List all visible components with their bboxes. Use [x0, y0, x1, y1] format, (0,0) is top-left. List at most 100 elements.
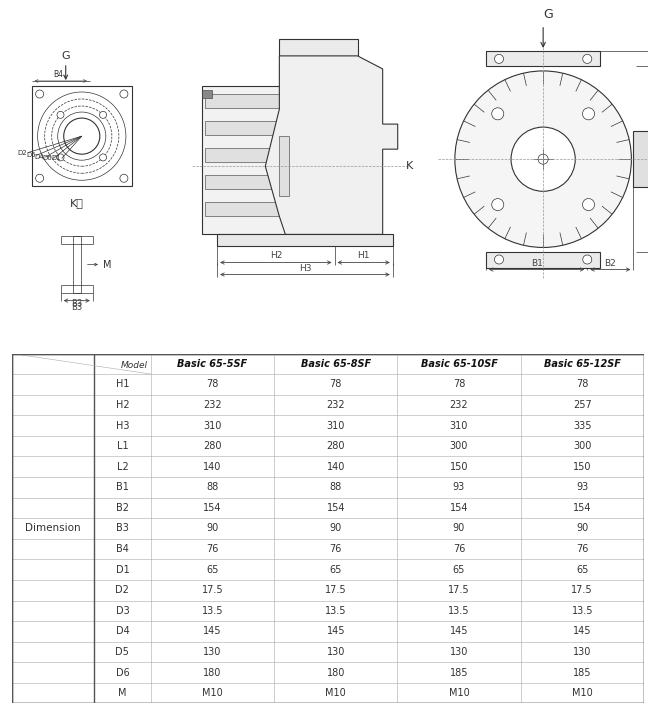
- Text: 130: 130: [573, 647, 591, 657]
- Text: 76: 76: [329, 544, 342, 554]
- Circle shape: [495, 54, 504, 64]
- Circle shape: [511, 127, 575, 192]
- Text: 154: 154: [326, 503, 345, 513]
- Text: 13.5: 13.5: [325, 606, 346, 616]
- Text: Basic 65-8SF: Basic 65-8SF: [301, 358, 371, 369]
- Text: 65: 65: [329, 565, 342, 575]
- Text: 90: 90: [576, 523, 588, 534]
- Text: 78: 78: [206, 380, 219, 390]
- Text: 17.5: 17.5: [202, 585, 223, 595]
- Text: 154: 154: [450, 503, 468, 513]
- Text: L2: L2: [117, 462, 128, 472]
- Text: H1: H1: [116, 380, 129, 390]
- Circle shape: [455, 71, 631, 247]
- Text: H2: H2: [115, 400, 129, 410]
- Text: 78: 78: [576, 380, 588, 390]
- Text: H3: H3: [299, 264, 311, 272]
- Bar: [205, 202, 282, 216]
- Text: K: K: [405, 161, 413, 171]
- Text: B3: B3: [71, 303, 83, 312]
- Text: 130: 130: [450, 647, 468, 657]
- Text: 280: 280: [326, 441, 345, 451]
- Text: 257: 257: [573, 400, 591, 410]
- Circle shape: [120, 174, 128, 182]
- Bar: [633, 131, 655, 187]
- Text: Dimension: Dimension: [25, 523, 81, 534]
- Bar: [202, 86, 286, 235]
- Text: H3: H3: [116, 421, 129, 431]
- Text: 76: 76: [453, 544, 465, 554]
- Text: B3: B3: [71, 298, 83, 308]
- Circle shape: [57, 154, 64, 161]
- Text: 78: 78: [453, 380, 465, 390]
- Text: 17.5: 17.5: [325, 585, 346, 595]
- Text: Basic 65-10SF: Basic 65-10SF: [421, 358, 497, 369]
- Circle shape: [100, 111, 107, 118]
- Polygon shape: [265, 56, 398, 235]
- Text: 130: 130: [203, 647, 221, 657]
- Text: 145: 145: [203, 626, 222, 636]
- Text: 76: 76: [576, 544, 588, 554]
- Text: 310: 310: [327, 421, 345, 431]
- Text: H2: H2: [270, 252, 282, 260]
- Text: 335: 335: [573, 421, 591, 431]
- Circle shape: [495, 255, 504, 264]
- Text: Model: Model: [121, 361, 147, 370]
- Text: 140: 140: [203, 462, 221, 472]
- Text: 310: 310: [450, 421, 468, 431]
- Text: B1: B1: [116, 482, 129, 492]
- Circle shape: [582, 199, 595, 211]
- Text: 17.5: 17.5: [571, 585, 593, 595]
- Text: 88: 88: [329, 482, 342, 492]
- Text: 76: 76: [206, 544, 219, 554]
- Bar: [652, 141, 655, 149]
- Text: B1: B1: [531, 259, 542, 267]
- Bar: [202, 90, 212, 98]
- Text: 185: 185: [573, 667, 591, 677]
- Text: 13.5: 13.5: [202, 606, 223, 616]
- Text: D2: D2: [115, 585, 129, 595]
- Text: D6: D6: [115, 667, 129, 677]
- Circle shape: [100, 154, 107, 161]
- Bar: [486, 51, 601, 66]
- Circle shape: [57, 111, 64, 118]
- Text: D3: D3: [115, 606, 129, 616]
- Bar: [205, 148, 282, 162]
- Text: 232: 232: [450, 400, 468, 410]
- Text: D4: D4: [115, 626, 129, 636]
- Text: 17.5: 17.5: [448, 585, 470, 595]
- Text: 65: 65: [576, 565, 588, 575]
- Circle shape: [120, 90, 128, 98]
- Text: 93: 93: [576, 482, 588, 492]
- Bar: [205, 121, 282, 135]
- Text: 13.5: 13.5: [448, 606, 470, 616]
- Text: L1: L1: [117, 441, 128, 451]
- Text: D5: D5: [26, 152, 35, 158]
- Text: 180: 180: [203, 667, 221, 677]
- Bar: [280, 39, 358, 56]
- Text: 88: 88: [206, 482, 219, 492]
- Circle shape: [35, 174, 44, 182]
- Text: 232: 232: [203, 400, 222, 410]
- Bar: [217, 235, 393, 247]
- Text: M10: M10: [202, 688, 223, 699]
- Text: D2: D2: [18, 150, 27, 156]
- Text: D5: D5: [115, 647, 129, 657]
- Text: 150: 150: [573, 462, 591, 472]
- Text: 145: 145: [573, 626, 591, 636]
- Text: 145: 145: [326, 626, 345, 636]
- Text: M10: M10: [326, 688, 346, 699]
- Bar: [31, 86, 132, 186]
- Text: M: M: [103, 259, 111, 269]
- Text: B3: B3: [116, 523, 129, 534]
- Text: 90: 90: [329, 523, 342, 534]
- Text: 154: 154: [573, 503, 591, 513]
- Text: Basic 65-12SF: Basic 65-12SF: [544, 358, 621, 369]
- Text: 93: 93: [453, 482, 465, 492]
- Text: D6: D6: [43, 156, 52, 161]
- Text: D1: D1: [115, 565, 129, 575]
- Text: 140: 140: [327, 462, 345, 472]
- Text: 185: 185: [450, 667, 468, 677]
- Text: 300: 300: [573, 441, 591, 451]
- Circle shape: [492, 199, 504, 211]
